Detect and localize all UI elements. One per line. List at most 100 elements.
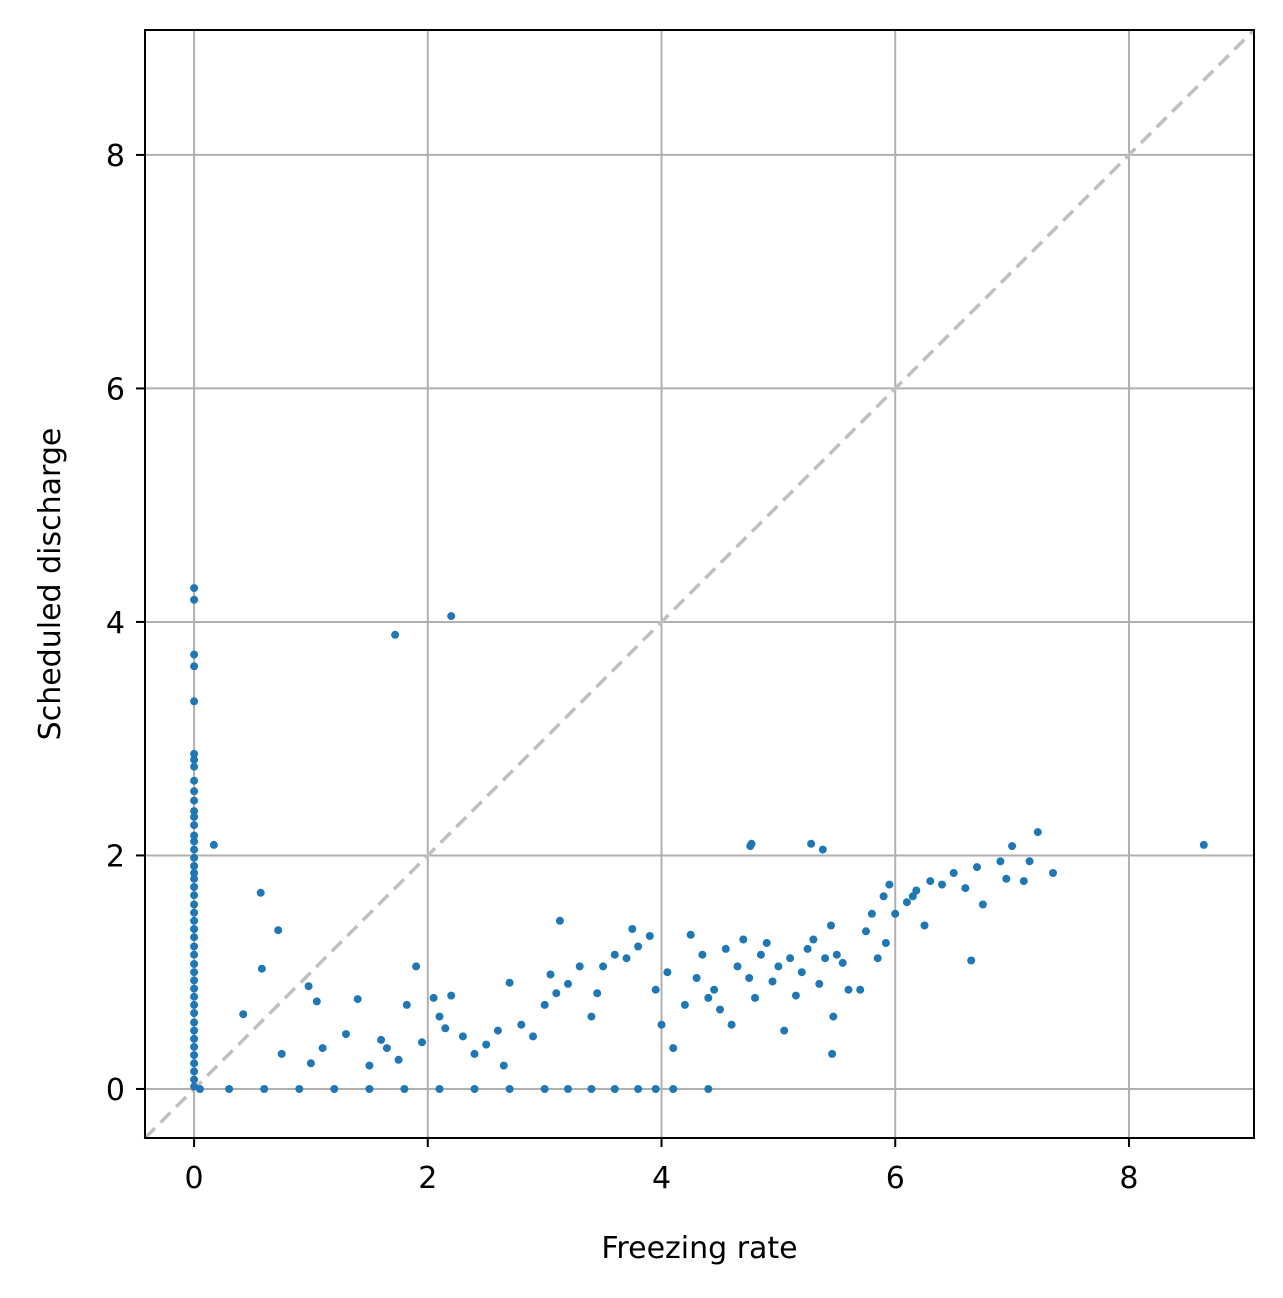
data-point (733, 962, 742, 971)
data-point (829, 1012, 838, 1021)
x-tick-label: 2 (418, 1161, 437, 1196)
data-point (587, 1012, 596, 1021)
data-point (546, 970, 555, 979)
data-point (651, 1085, 660, 1093)
data-point (304, 982, 313, 991)
y-axis-label: Scheduled discharge (33, 428, 68, 741)
data-point (447, 612, 456, 621)
data-point (505, 978, 514, 987)
data-point (739, 935, 748, 944)
data-point (844, 985, 853, 994)
data-point (867, 909, 876, 918)
data-point (382, 1044, 391, 1053)
data-point (190, 968, 199, 977)
x-tick-label: 0 (185, 1161, 204, 1196)
axes-frame (144, 29, 1255, 1139)
y-tick-labels: 0 2 4 6 8 (106, 139, 125, 1108)
data-point (391, 630, 400, 639)
data-point (190, 595, 199, 604)
data-point (400, 1085, 409, 1093)
data-point (973, 863, 981, 872)
data-point (190, 1018, 199, 1027)
data-point (377, 1035, 386, 1044)
data-point (190, 787, 199, 796)
data-point (879, 892, 888, 901)
data-point (818, 845, 827, 854)
x-tick-label: 8 (1119, 1161, 1138, 1196)
data-point (610, 1085, 619, 1093)
data-point (803, 944, 812, 953)
data-point (190, 976, 199, 985)
data-point (891, 909, 900, 918)
data-point (190, 762, 199, 771)
data-point (747, 839, 756, 848)
data-point (190, 749, 199, 758)
data-point (1049, 869, 1057, 877)
data-point (1033, 828, 1042, 837)
data-point (669, 1085, 678, 1093)
data-point (435, 1012, 444, 1021)
data-point (967, 956, 976, 965)
data-point (912, 886, 921, 895)
data-point (873, 954, 882, 963)
data-point (493, 1026, 502, 1035)
data-point (190, 1042, 199, 1051)
data-point (751, 993, 759, 1002)
data-point (470, 1049, 479, 1058)
y-tick-label: 6 (106, 372, 125, 407)
identity-reference-line (143, 28, 1256, 1140)
data-point (821, 954, 830, 963)
data-point (190, 933, 199, 942)
data-point (926, 877, 935, 886)
data-point (190, 796, 199, 805)
data-point (190, 992, 199, 1001)
data-point (978, 900, 987, 909)
y-tick-label: 0 (106, 1073, 125, 1108)
data-point (1002, 874, 1011, 883)
data-point (190, 874, 199, 883)
data-point (190, 650, 199, 659)
data-point (856, 985, 865, 994)
data-point (190, 853, 199, 862)
data-point (418, 1038, 426, 1047)
x-tick-label: 4 (652, 1161, 671, 1196)
data-point (768, 977, 777, 986)
data-point (190, 1051, 199, 1060)
data-point (774, 962, 783, 971)
data-point (239, 1010, 248, 1019)
data-point (257, 964, 266, 973)
data-point (190, 1034, 199, 1043)
data-point (1008, 842, 1017, 851)
data-point (634, 942, 643, 951)
data-point (575, 962, 584, 971)
data-point (809, 935, 818, 944)
data-point (862, 927, 870, 936)
data-point (277, 1049, 286, 1058)
data-point (908, 892, 917, 901)
data-point (704, 1085, 713, 1093)
tick-marks (136, 153, 1130, 1147)
data-point (330, 1085, 339, 1093)
data-point (529, 1032, 537, 1041)
data-point (716, 1005, 724, 1014)
data-point (260, 1085, 269, 1093)
data-point (402, 1000, 411, 1009)
data-point (190, 807, 199, 816)
data-point (610, 950, 619, 959)
data-point (727, 1020, 736, 1029)
data-point (745, 974, 754, 982)
data-point (435, 1085, 444, 1093)
data-point (190, 1026, 199, 1035)
data-point (190, 837, 199, 846)
data-point (517, 1020, 526, 1029)
data-point (441, 1024, 450, 1033)
data-point (680, 1000, 689, 1009)
data-point (190, 821, 199, 830)
data-point (828, 1049, 837, 1058)
data-point (938, 880, 946, 889)
data-point (458, 1032, 467, 1041)
x-tick-label: 6 (886, 1161, 905, 1196)
y-tick-label: 8 (106, 139, 125, 174)
data-point (815, 979, 824, 988)
